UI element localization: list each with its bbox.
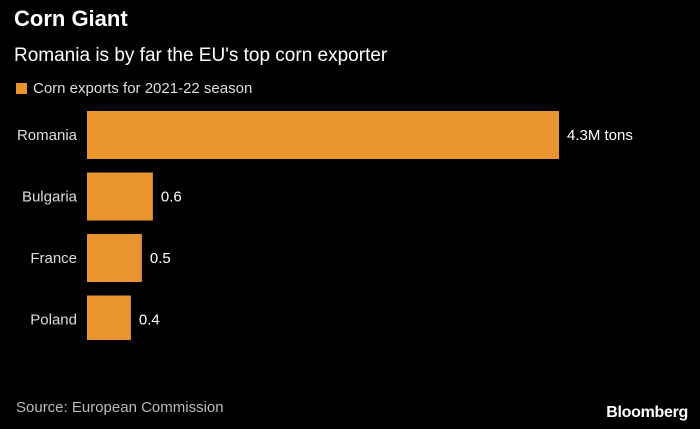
category-label: Poland <box>30 312 77 329</box>
bar-bulgaria <box>87 172 153 221</box>
bar-france <box>87 234 142 282</box>
bar-chart: Romania 4.3M tons Bulgaria 0.6 France 0.5 Pola… <box>17 111 633 340</box>
data-label: 0.6 <box>161 189 182 206</box>
data-label: 4.3M tons <box>567 127 633 144</box>
legend-label: Corn exports for 2021-22 season <box>33 80 253 97</box>
bloomberg-logo: Bloomberg <box>606 404 688 421</box>
chart-title: Corn Giant <box>14 6 128 31</box>
data-label: 0.5 <box>150 250 171 267</box>
category-label: Romania <box>17 127 78 144</box>
bar-poland <box>87 295 131 340</box>
legend-swatch <box>16 83 27 94</box>
legend: Corn exports for 2021-22 season <box>16 80 252 97</box>
category-label: France <box>30 250 77 267</box>
bar-romania <box>87 111 559 159</box>
chart-subtitle: Romania is by far the EU's top corn expo… <box>14 45 388 66</box>
category-label: Bulgaria <box>22 189 78 206</box>
source-note: Source: European Commission <box>16 399 224 416</box>
data-label: 0.4 <box>139 312 160 329</box>
